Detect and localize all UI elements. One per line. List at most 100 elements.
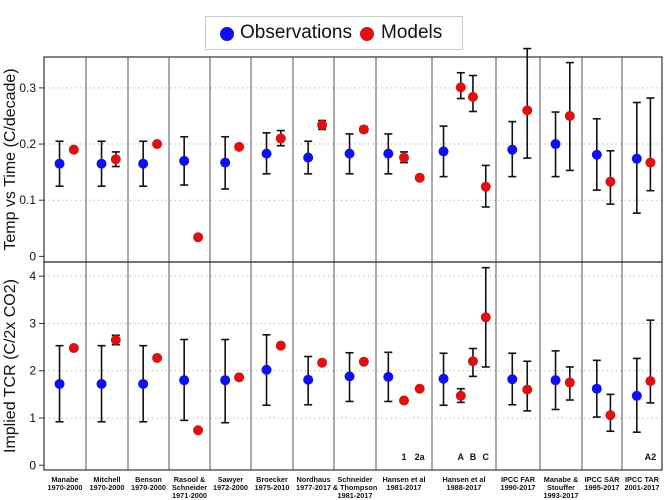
observation-point: [96, 344, 107, 423]
model-point: [467, 347, 478, 378]
y-tick-label: 3: [29, 316, 36, 330]
observation-point-marker: [261, 148, 272, 159]
observation-point: [261, 132, 272, 175]
model-point-marker: [234, 372, 245, 383]
observation-point-marker: [54, 158, 65, 169]
model-point-marker: [193, 232, 204, 243]
model-point-marker: [564, 110, 575, 121]
model-point: [605, 393, 616, 433]
x-group-label: Schneider: [172, 483, 207, 492]
observation-point-marker: [438, 373, 449, 384]
observation-point: [438, 125, 449, 178]
observation-point-marker: [507, 144, 518, 155]
model-point-marker: [467, 91, 478, 102]
model-point: [317, 119, 328, 131]
observation-point: [303, 355, 314, 406]
model-point-marker: [645, 376, 656, 387]
model-point: [480, 164, 491, 208]
model-point: [399, 151, 409, 164]
legend-observations-label: Observations: [240, 22, 352, 43]
model-point-marker: [317, 357, 328, 368]
model-point: [414, 172, 425, 183]
model-point: [522, 47, 533, 159]
model-point-marker: [68, 343, 79, 354]
scenario-label: B: [470, 452, 477, 462]
observation-point: [591, 359, 602, 418]
model-point: [110, 151, 121, 168]
observation-point-marker: [631, 390, 642, 401]
observation-point-marker: [96, 378, 107, 389]
model-point-marker: [68, 144, 79, 155]
observation-point: [96, 140, 107, 187]
model-point-marker: [455, 390, 466, 401]
model-point-marker: [605, 410, 616, 421]
model-point: [193, 232, 204, 243]
y-tick-label: 4: [29, 269, 36, 283]
model-point: [152, 352, 163, 363]
x-group-label: Mitchell: [93, 475, 120, 484]
x-group-label: Stouffer: [547, 483, 575, 492]
x-group-label: 1970-2000: [48, 483, 83, 492]
y-tick-label: 1: [29, 411, 36, 425]
observation-point-marker: [303, 374, 314, 385]
scenario-label: A2: [645, 452, 657, 462]
observation-point-marker: [550, 375, 561, 386]
model-point-marker: [467, 356, 478, 367]
model-point: [358, 124, 369, 135]
observation-point-marker: [591, 383, 602, 394]
x-group-label: 1972-2000: [213, 483, 248, 492]
x-group-label: 1970-2000: [131, 483, 166, 492]
observation-point-marker: [383, 148, 394, 159]
scenario-label: 2a: [415, 452, 426, 462]
observation-point: [220, 338, 231, 424]
x-group-label: & Thompson: [333, 483, 378, 492]
model-point-marker: [152, 139, 163, 150]
observation-point-marker: [507, 374, 518, 385]
x-group-label: Hansen et al: [443, 475, 486, 484]
observation-point: [138, 140, 149, 187]
observation-point: [383, 133, 394, 175]
x-group-label: 1975-2010: [255, 483, 290, 492]
observation-point-marker: [138, 158, 149, 169]
x-group-label: 2001-2017: [625, 483, 660, 492]
observation-point: [138, 344, 149, 423]
model-point-marker: [480, 312, 491, 323]
y-tick-label: 0: [29, 249, 36, 263]
model-point-marker: [455, 82, 466, 93]
observation-point-marker: [261, 364, 272, 375]
x-group-label: Rasool &: [174, 475, 206, 484]
model-point-marker: [605, 176, 616, 187]
observation-point-marker: [344, 371, 355, 382]
model-point: [275, 340, 286, 351]
y-tick-label: 2: [29, 364, 36, 378]
model-point: [68, 144, 79, 155]
observation-point-marker: [550, 139, 561, 150]
model-point-marker: [275, 340, 286, 351]
x-group-label: 1971-2000: [172, 491, 207, 500]
x-group-label: 1981-2017: [387, 483, 422, 492]
y-axis-label: Implied TCR (C/2x CO2): [2, 279, 19, 453]
x-group-label: IPCC TAR: [625, 475, 660, 484]
x-group-label: 1981-2017: [338, 491, 373, 500]
model-point: [234, 372, 245, 383]
x-group-label: 1995-2017: [585, 483, 620, 492]
model-point: [317, 357, 328, 368]
model-point: [399, 395, 409, 406]
model-point: [645, 97, 656, 192]
model-point-marker: [414, 172, 425, 183]
observation-point: [179, 338, 190, 422]
x-group-label: 1990-2017: [501, 483, 536, 492]
observation-point-marker: [179, 375, 190, 386]
observation-point: [344, 133, 355, 175]
model-point-marker: [110, 154, 121, 165]
scenario-label: 1: [401, 452, 406, 462]
model-point: [152, 139, 163, 150]
observation-point: [591, 117, 602, 191]
model-point-marker: [358, 356, 369, 367]
observation-point-marker: [438, 146, 449, 157]
model-point: [275, 129, 286, 147]
y-axis-label: Temp vs Time (C/decade): [2, 68, 19, 250]
x-group-label: Sawyer: [218, 475, 244, 484]
observation-point-marker: [344, 148, 355, 159]
